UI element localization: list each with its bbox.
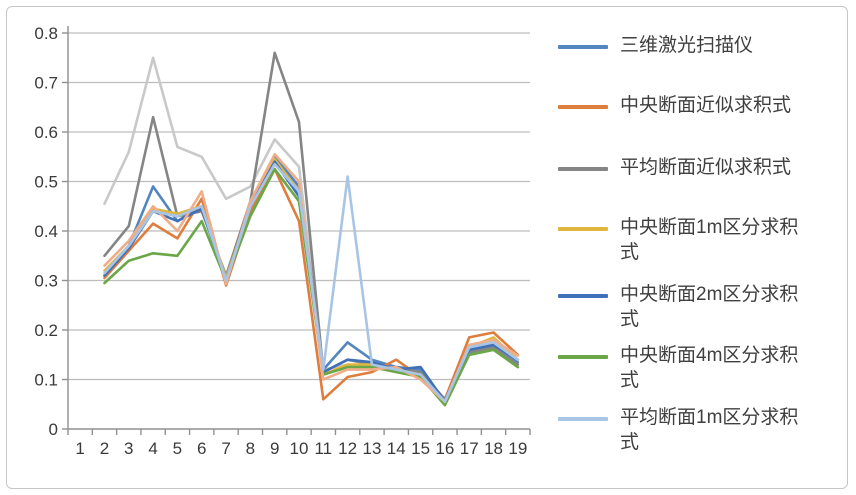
x-tick-label: 13 [362,439,381,458]
x-tick-label: 16 [435,439,454,458]
y-tick-label: 0.6 [34,123,58,142]
x-tick-label: 8 [246,439,255,458]
x-tick-label: 15 [411,439,430,458]
y-tick-label: 0.7 [34,74,58,93]
series-line-0 [103,56,520,401]
y-tick-label: 0.5 [34,173,58,192]
y-tick-label: 0.8 [34,24,58,43]
x-tick-label: 11 [314,439,332,458]
y-tick-label: 0 [49,420,58,439]
x-tick-label: 5 [173,439,182,458]
x-tick-label: 7 [221,439,230,458]
x-tick-label: 12 [338,439,357,458]
x-tick-label: 1 [75,439,84,458]
y-tick-label: 0.3 [34,272,58,291]
series-line-8 [103,162,520,404]
x-tick-label: 3 [124,439,133,458]
y-tick-label: 0.4 [34,222,58,241]
x-tick-label: 6 [197,439,206,458]
x-tick-label: 9 [270,439,279,458]
y-tick-label: 0.1 [34,371,58,390]
x-tick-label: 10 [290,439,309,458]
x-tick-label: 14 [387,439,406,458]
x-tick-label: 4 [148,439,157,458]
x-tick-label: 18 [484,439,503,458]
x-tick-label: 19 [508,439,527,458]
y-tick-label: 0.2 [34,321,58,340]
x-tick-label: 17 [460,439,479,458]
x-tick-label: 2 [100,439,109,458]
